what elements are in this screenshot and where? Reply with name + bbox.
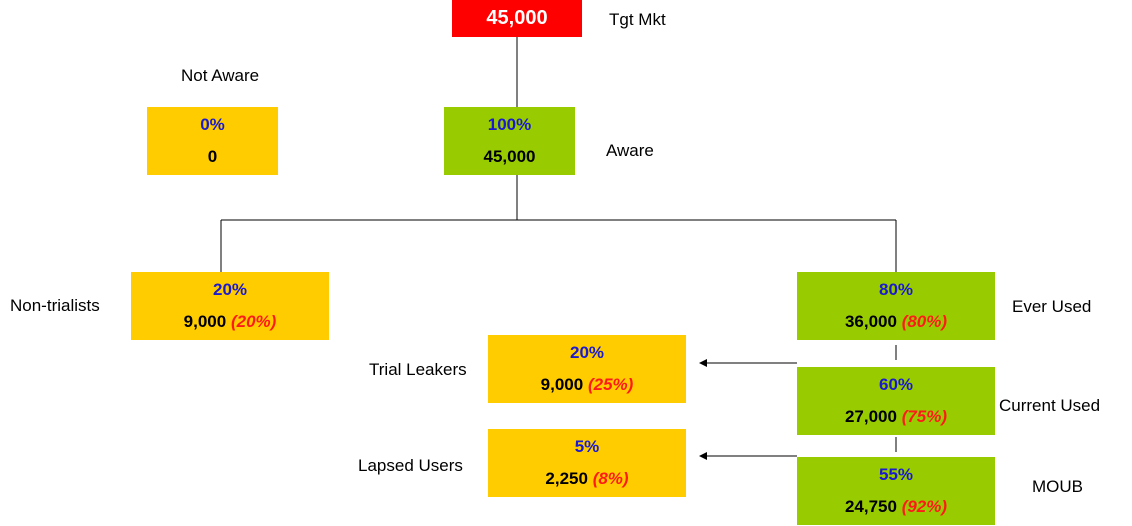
- moub-box: 55% 24,750 (92%): [797, 457, 995, 525]
- non-trialists-value: 9,000: [183, 312, 227, 331]
- aware-value: 45,000: [483, 147, 536, 166]
- aware-label: Aware: [606, 141, 654, 160]
- ever-used-sub: (80%): [901, 312, 948, 331]
- aware-box: 100% 45,000: [444, 107, 575, 175]
- current-used-value: 27,000: [844, 407, 897, 426]
- not-aware-value: 0: [207, 147, 218, 166]
- current-used-value-line: 27,000 (75%): [845, 407, 947, 427]
- target-market-box: 45,000: [452, 0, 582, 37]
- trial-leakers-value: 9,000: [540, 375, 584, 394]
- trial-leakers-value-line: 9,000 (25%): [541, 375, 634, 395]
- ever-used-value-line: 36,000 (80%): [845, 312, 947, 332]
- ever-used-pct: 80%: [878, 280, 914, 299]
- lapsed-users-sub: (8%): [592, 469, 629, 488]
- non-trialists-value-line: 9,000 (20%): [184, 312, 277, 332]
- moub-sub: (92%): [901, 497, 948, 516]
- not-aware-box: 0% 0: [147, 107, 278, 175]
- target-market-label: Tgt Mkt: [609, 10, 666, 29]
- moub-value-line: 24,750 (92%): [845, 497, 947, 517]
- lapsed-users-label: Lapsed Users: [358, 456, 463, 475]
- current-used-pct: 60%: [878, 375, 914, 394]
- ever-used-label: Ever Used: [1012, 297, 1092, 316]
- target-market-value: 45,000: [486, 7, 548, 29]
- lapsed-users-value: 2,250: [545, 469, 588, 488]
- not-aware-heading: Not Aware: [181, 66, 260, 85]
- not-aware-pct: 0%: [200, 115, 225, 134]
- current-used-sub: (75%): [901, 407, 948, 426]
- lapsed-users-value-line: 2,250 (8%): [545, 469, 628, 489]
- trial-leakers-sub: (25%): [587, 375, 634, 394]
- lapsed-users-pct: 5%: [574, 437, 600, 456]
- moub-pct: 55%: [878, 465, 914, 484]
- non-trialists-sub: (20%): [230, 312, 277, 331]
- non-trialists-pct: 20%: [212, 280, 248, 299]
- trial-leakers-box: 20% 9,000 (25%): [488, 335, 686, 403]
- ever-used-box: 80% 36,000 (80%): [797, 272, 995, 340]
- current-used-box: 60% 27,000 (75%): [797, 367, 995, 435]
- trial-leakers-pct: 20%: [569, 343, 605, 362]
- trial-leakers-label: Trial Leakers: [369, 360, 467, 379]
- non-trialists-label: Non-trialists: [10, 296, 100, 315]
- moub-label: MOUB: [1032, 477, 1083, 496]
- ever-used-value: 36,000: [844, 312, 897, 331]
- non-trialists-box: 20% 9,000 (20%): [131, 272, 329, 340]
- lapsed-users-box: 5% 2,250 (8%): [488, 429, 686, 497]
- current-used-label: Current Used: [999, 396, 1101, 415]
- moub-value: 24,750: [844, 497, 897, 516]
- aware-pct: 100%: [487, 115, 532, 134]
